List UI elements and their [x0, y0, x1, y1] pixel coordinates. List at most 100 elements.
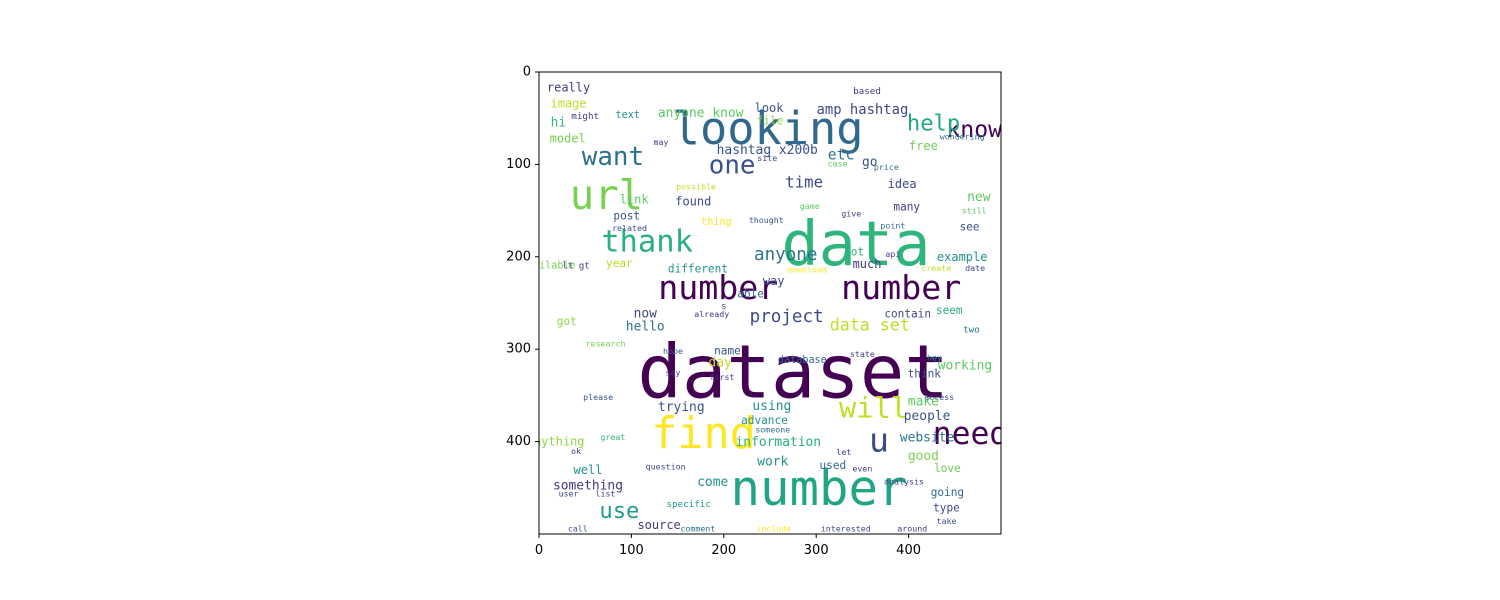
word-really: really: [547, 81, 590, 95]
word-database: database: [778, 355, 827, 366]
word-go: go: [862, 155, 878, 170]
y-tick-label: 0: [523, 65, 531, 80]
word-example: example: [937, 250, 988, 264]
word-using: using: [752, 399, 791, 414]
word-will: will: [839, 390, 908, 424]
word-great: great: [600, 432, 625, 442]
word-might: might: [571, 111, 599, 122]
word-working: working: [938, 358, 992, 373]
word-project: project: [750, 307, 824, 327]
word-well: well: [574, 463, 603, 477]
word-analysis: analysis: [884, 476, 924, 486]
word-specific: specific: [666, 499, 710, 510]
word-even: even: [852, 463, 872, 473]
y-tick-label: 100: [506, 157, 531, 172]
word-see: see: [960, 221, 980, 234]
plot-background: [539, 72, 1001, 534]
word-user: user: [559, 488, 579, 498]
word-available: available: [521, 261, 576, 272]
word-time: time: [785, 172, 823, 191]
word-file: file: [757, 114, 784, 127]
word-one: one: [709, 150, 756, 180]
word-different: different: [668, 262, 728, 275]
word-got: got: [557, 315, 577, 328]
word-comment: comment: [680, 523, 715, 533]
word-amp-hashtag: amp hashtag: [817, 102, 909, 118]
word-related: related: [612, 223, 647, 233]
y-axis: 0 100 200 300 400: [506, 65, 539, 449]
word-access: access: [924, 392, 954, 402]
word-number: number: [658, 268, 778, 307]
word-list: list: [596, 488, 616, 498]
word-use: use: [599, 498, 639, 524]
word-type: type: [933, 502, 960, 515]
word-post: post: [613, 210, 640, 223]
word-anyone: anyone: [754, 245, 817, 265]
word-hello: hello: [626, 320, 665, 335]
word-something: something: [553, 478, 623, 493]
x-tick-label: 400: [896, 543, 921, 558]
x-tick-label: 100: [619, 543, 644, 558]
word-come: come: [697, 475, 728, 490]
word-wondering: wondering: [940, 132, 985, 142]
word-image: image: [551, 96, 587, 110]
y-tick-label: 400: [506, 434, 531, 449]
word-work: work: [757, 454, 788, 469]
word-possible: possible: [676, 182, 716, 192]
word-say: say: [665, 367, 680, 377]
word-day: day: [708, 356, 732, 371]
word-contain: contain: [884, 308, 931, 321]
word-thank: thank: [601, 225, 693, 260]
word-let: let: [836, 447, 851, 457]
word-please: please: [583, 392, 613, 402]
word-game: game: [800, 201, 820, 211]
word-include: include: [756, 523, 791, 533]
word-date: date: [965, 263, 985, 273]
word-make: make: [908, 394, 939, 409]
word-going: going: [931, 486, 964, 499]
word-hashtag-x200b: hashtag x200b: [717, 143, 818, 158]
word-site: site: [757, 153, 777, 163]
word-hope: hope: [663, 346, 683, 356]
word-dataset: dataset: [637, 329, 948, 415]
word-look: look: [755, 101, 785, 115]
word-now: now: [634, 307, 658, 322]
word-s: s: [721, 301, 727, 312]
word-point: point: [880, 220, 905, 230]
word-case: case: [827, 158, 847, 168]
word-interested: interested: [821, 523, 871, 533]
x-tick-label: 0: [535, 543, 543, 558]
word-hey: hey: [927, 353, 942, 363]
word-u: u: [869, 420, 889, 459]
word-good: good: [908, 449, 939, 464]
word-link: link: [620, 193, 650, 207]
word-data-set: data set: [830, 316, 910, 335]
word-information: information: [736, 435, 822, 450]
word-based: based: [853, 86, 881, 97]
word-need: need: [933, 416, 1009, 452]
word-call: call: [568, 523, 588, 533]
word-etc: etc: [828, 147, 855, 164]
plot-frame: [538, 71, 1002, 535]
word-question: question: [646, 462, 686, 472]
y-tick-label: 200: [506, 249, 531, 264]
word-year: year: [606, 257, 633, 270]
word-help: help: [907, 111, 960, 137]
word-thought: thought: [749, 215, 784, 225]
word-create: create: [921, 263, 951, 273]
word-many: many: [893, 200, 920, 213]
word-research: research: [586, 339, 626, 349]
word-give: give: [841, 208, 861, 218]
word-download: download: [787, 265, 827, 275]
word-name: name: [714, 345, 741, 358]
word-thing: thing: [701, 217, 732, 228]
word-model: model: [550, 132, 586, 146]
word-state: state: [850, 349, 875, 359]
x-tick-label: 300: [804, 543, 829, 558]
word-think: think: [908, 368, 942, 381]
word-trying: trying: [658, 400, 705, 415]
word-love: love: [934, 462, 961, 475]
word-ok: ok: [571, 446, 581, 456]
word-still: still: [962, 206, 987, 216]
